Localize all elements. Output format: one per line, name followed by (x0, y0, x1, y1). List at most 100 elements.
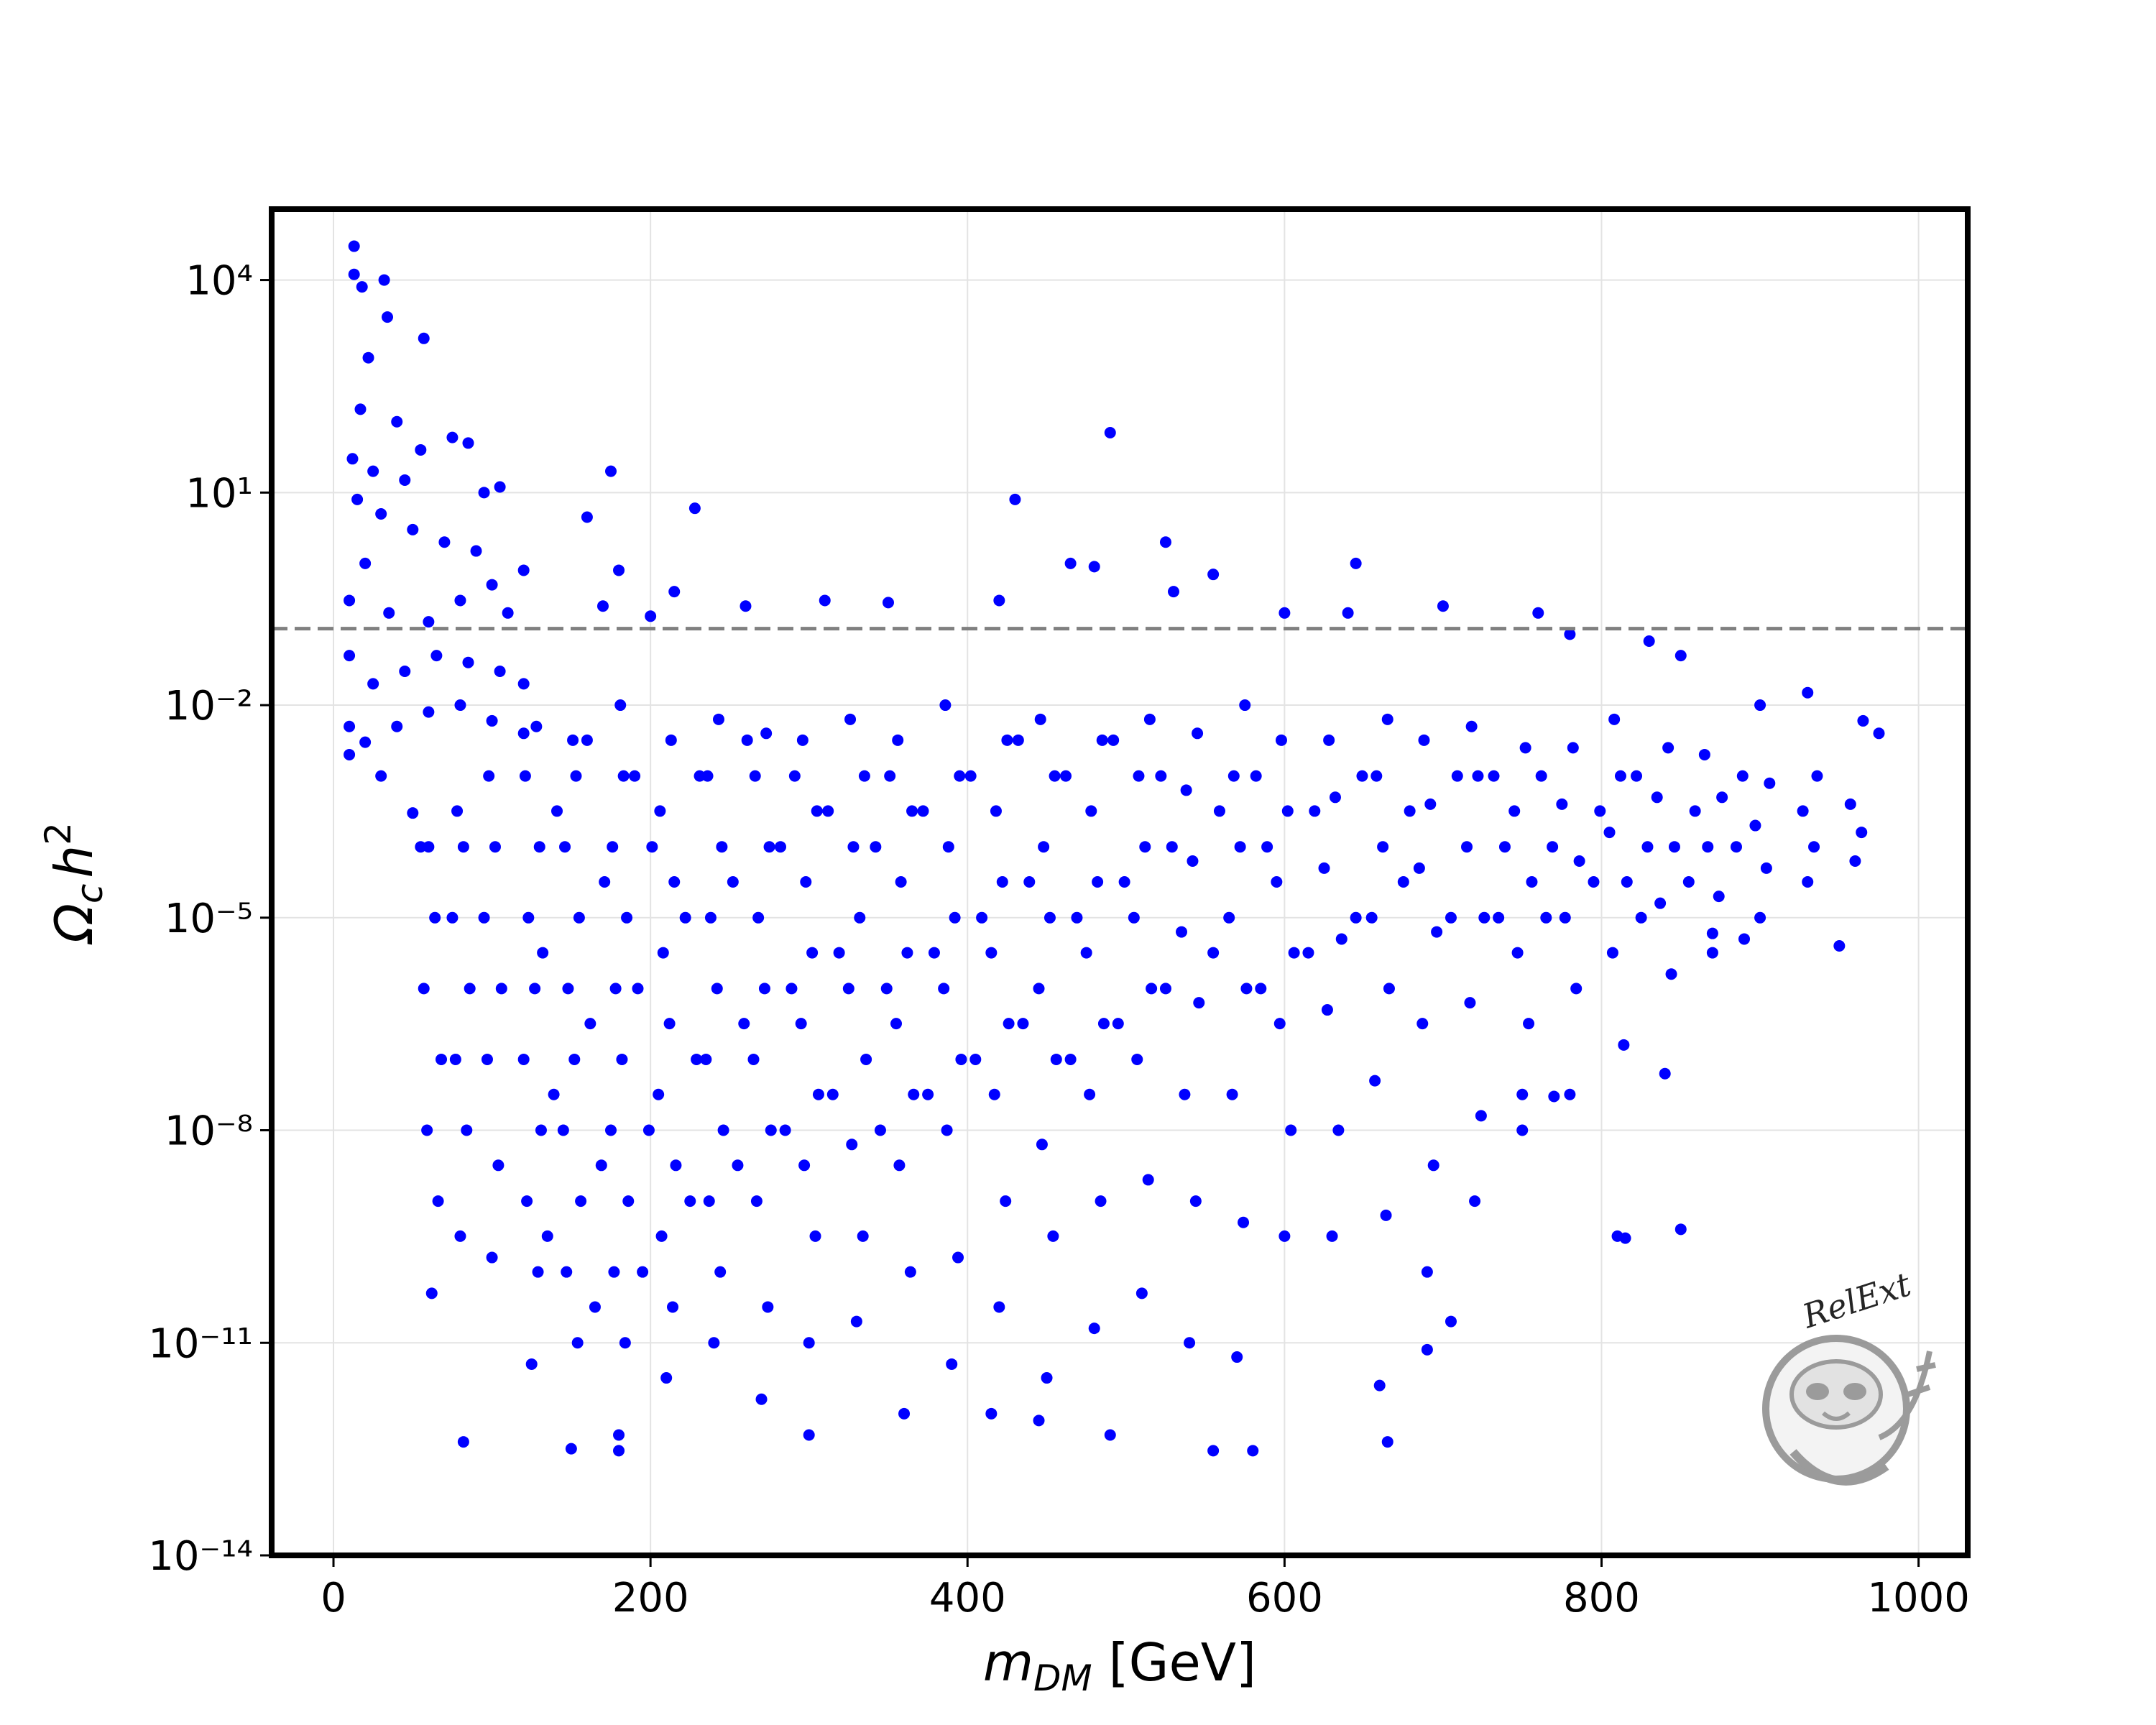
scatter-point (1085, 805, 1097, 817)
scatter-point (605, 1124, 617, 1136)
scatter-point (1107, 734, 1120, 746)
scatter-point (605, 465, 617, 477)
scatter-point (1155, 770, 1167, 782)
scatter-point (608, 1266, 620, 1278)
scatter-point (1511, 947, 1524, 959)
scatter-point (1461, 841, 1473, 853)
scatter-point (517, 564, 530, 576)
scatter-point (1621, 875, 1633, 888)
scatter-point (1356, 770, 1368, 782)
scatter-point (344, 594, 356, 607)
scatter-point (684, 1195, 696, 1208)
scatter-point (1097, 1018, 1110, 1030)
scatter-point (1064, 1053, 1077, 1065)
scatter-point (1135, 1287, 1148, 1300)
scatter-point (548, 1088, 560, 1100)
scatter-point (1437, 600, 1449, 612)
scatter-point (1275, 734, 1287, 746)
y-tick-label: 10⁻¹⁴ (148, 1533, 253, 1580)
scatter-point (470, 545, 482, 557)
scatter-point (432, 1195, 444, 1208)
scatter-point (430, 650, 443, 662)
scatter-point (481, 1053, 493, 1065)
scatter-point (1631, 770, 1643, 782)
scatter-point (637, 1266, 649, 1278)
y-axis-label: Ωch2 (37, 822, 111, 945)
scatter-point (1754, 911, 1766, 924)
scatter-point (1472, 770, 1484, 782)
scatter-point (1192, 727, 1204, 740)
scatter-point (700, 1053, 712, 1065)
scatter-point (1606, 947, 1618, 959)
scatter-point (571, 1337, 584, 1349)
scatter-point (457, 1436, 469, 1448)
scatter-point (942, 841, 954, 853)
scatter-point (1234, 841, 1246, 853)
scatter-point (575, 1195, 587, 1208)
scatter-point (362, 351, 374, 364)
scatter-point (1802, 686, 1814, 699)
scatter-point (1532, 607, 1544, 619)
scatter-point (884, 770, 896, 782)
scatter-point (632, 983, 644, 995)
scatter-point (1413, 862, 1425, 874)
scatter-point (858, 770, 870, 782)
scatter-point (1811, 770, 1823, 782)
scatter-point (1226, 1088, 1238, 1100)
scatter-point (1654, 897, 1667, 909)
scatter-point (860, 1053, 872, 1065)
scatter-point (826, 1088, 839, 1100)
scatter-point (645, 610, 657, 622)
scatter-point (1104, 1429, 1116, 1441)
scatter-point (1548, 1090, 1560, 1103)
scatter-point (1238, 1216, 1250, 1228)
scatter-point (1844, 798, 1856, 810)
scatter-point (486, 579, 498, 591)
scatter-point (908, 1088, 920, 1100)
scatter-point (1373, 1379, 1386, 1392)
scatter-point (1674, 1223, 1687, 1236)
scatter-point (533, 841, 545, 853)
scatter-point (521, 1195, 533, 1208)
scatter-point (952, 1251, 964, 1264)
scatter-point (895, 875, 907, 888)
scatter-point (1698, 748, 1710, 760)
scatter-point (850, 1315, 862, 1328)
scatter-point (1321, 1004, 1333, 1016)
scatter-point (1760, 862, 1772, 874)
scatter-point (1088, 561, 1100, 573)
scatter-point (976, 911, 988, 924)
scatter-point (1179, 1088, 1191, 1100)
x-tick-label: 600 (1246, 1575, 1323, 1622)
scatter-point (1064, 557, 1077, 569)
scatter-point (1329, 791, 1341, 804)
scatter-point (1176, 926, 1188, 938)
scatter-point (646, 841, 658, 853)
scatter-point (654, 805, 666, 817)
scatter-point (854, 911, 866, 924)
scatter-point (1001, 734, 1013, 746)
scatter-point (1118, 875, 1130, 888)
scatter-point (898, 1407, 911, 1420)
scatter-point (760, 727, 773, 740)
scatter-point (727, 875, 739, 888)
scatter-point (1104, 427, 1116, 439)
scatter-point (454, 594, 466, 607)
scatter-point (711, 983, 723, 995)
scatter-point (688, 502, 701, 515)
scatter-point (1092, 875, 1104, 888)
scatter-point (595, 1159, 607, 1172)
scatter-point (657, 947, 669, 959)
scatter-point (1588, 875, 1600, 888)
scatter-point (519, 770, 531, 782)
scatter-point (917, 805, 929, 817)
scatter-point (1523, 1018, 1535, 1030)
scatter-point (1404, 805, 1416, 817)
scatter-point (346, 453, 359, 465)
scatter-point (1050, 1053, 1062, 1065)
scatter-point (1535, 770, 1547, 782)
scatter-point (529, 983, 541, 995)
scatter-point (494, 666, 506, 678)
